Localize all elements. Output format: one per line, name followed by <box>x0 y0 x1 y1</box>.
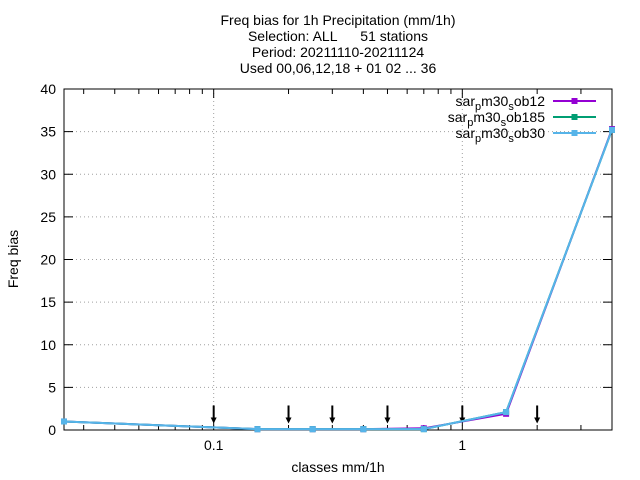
x-tick-label: 1 <box>458 437 466 453</box>
axes: 0 5 10 15 20 25 30 35 40 0.1 1 <box>40 81 613 453</box>
legend-label-part: sar <box>456 125 476 141</box>
series-line-0 <box>63 128 613 431</box>
threshold-arrow-head <box>534 417 541 424</box>
series-point-2 <box>309 426 316 433</box>
title-line-4: Used 00,06,12,18 + 01 02 ... 36 <box>240 60 437 76</box>
legend-label-0: sarpm30sob12 <box>456 93 546 113</box>
series-point-2 <box>61 418 67 425</box>
legend-label-part: sar <box>456 93 476 109</box>
y-tick-label: 15 <box>40 294 56 310</box>
legend-label-part: m30 <box>473 109 500 125</box>
threshold-arrow-head <box>384 417 391 424</box>
legend-label-part: sar <box>448 109 468 125</box>
series-point-2 <box>503 409 510 416</box>
grid-lines <box>64 89 612 430</box>
y-tick-label: 35 <box>40 124 56 140</box>
series-point-2 <box>360 426 367 433</box>
legend-label-part: ob12 <box>514 93 545 109</box>
legend-label-2: sarpm30sob30 <box>456 125 546 145</box>
series-point-2 <box>420 426 427 433</box>
y-axis-label: Freq bias <box>5 230 21 288</box>
legend-label-1: sarpm30sob185 <box>448 109 545 129</box>
y-tick-label: 20 <box>40 252 56 268</box>
legend-label-part: s <box>501 117 507 129</box>
legend-label-part: m30 <box>481 125 508 141</box>
series-point-2 <box>609 126 615 133</box>
y-tick-label: 40 <box>40 81 56 97</box>
legend-label-part: m30 <box>481 93 508 109</box>
threshold-arrow-head <box>285 417 292 424</box>
legend-label-part: p <box>475 133 481 145</box>
title-line-1: Freq bias for 1h Precipitation (mm/1h) <box>221 12 456 28</box>
legend-label-part: p <box>475 101 481 113</box>
series-line-2 <box>63 129 613 431</box>
legend-marker-2 <box>571 130 578 136</box>
y-tick-label: 30 <box>40 166 56 182</box>
y-tick-label: 10 <box>40 337 56 353</box>
series-line-1 <box>63 129 613 431</box>
series-group <box>61 126 615 433</box>
threshold-arrow-head <box>210 417 217 424</box>
threshold-arrow-head <box>329 417 336 424</box>
title-line-3: Period: 20211110-20211124 <box>252 44 425 60</box>
legend-label-part: ob30 <box>514 125 545 141</box>
threshold-arrows <box>210 405 541 424</box>
title-line-2: Selection: ALL 51 stations <box>248 28 428 44</box>
y-tick-label: 0 <box>48 422 56 438</box>
y-tick-label: 25 <box>40 209 56 225</box>
series-point-2 <box>254 426 261 433</box>
legend-label-part: s <box>508 133 514 145</box>
x-tick-label: 0.1 <box>204 437 224 453</box>
legend-marker-0 <box>571 98 578 104</box>
legend-label-part: s <box>508 101 514 113</box>
chart-title: Freq bias for 1h Precipitation (mm/1h) S… <box>221 12 456 76</box>
x-axis-label: classes mm/1h <box>291 459 384 475</box>
legend-label-part: ob185 <box>506 109 545 125</box>
y-tick-label: 5 <box>48 379 56 395</box>
legend-marker-1 <box>571 114 578 120</box>
legend-label-part: p <box>467 117 473 129</box>
